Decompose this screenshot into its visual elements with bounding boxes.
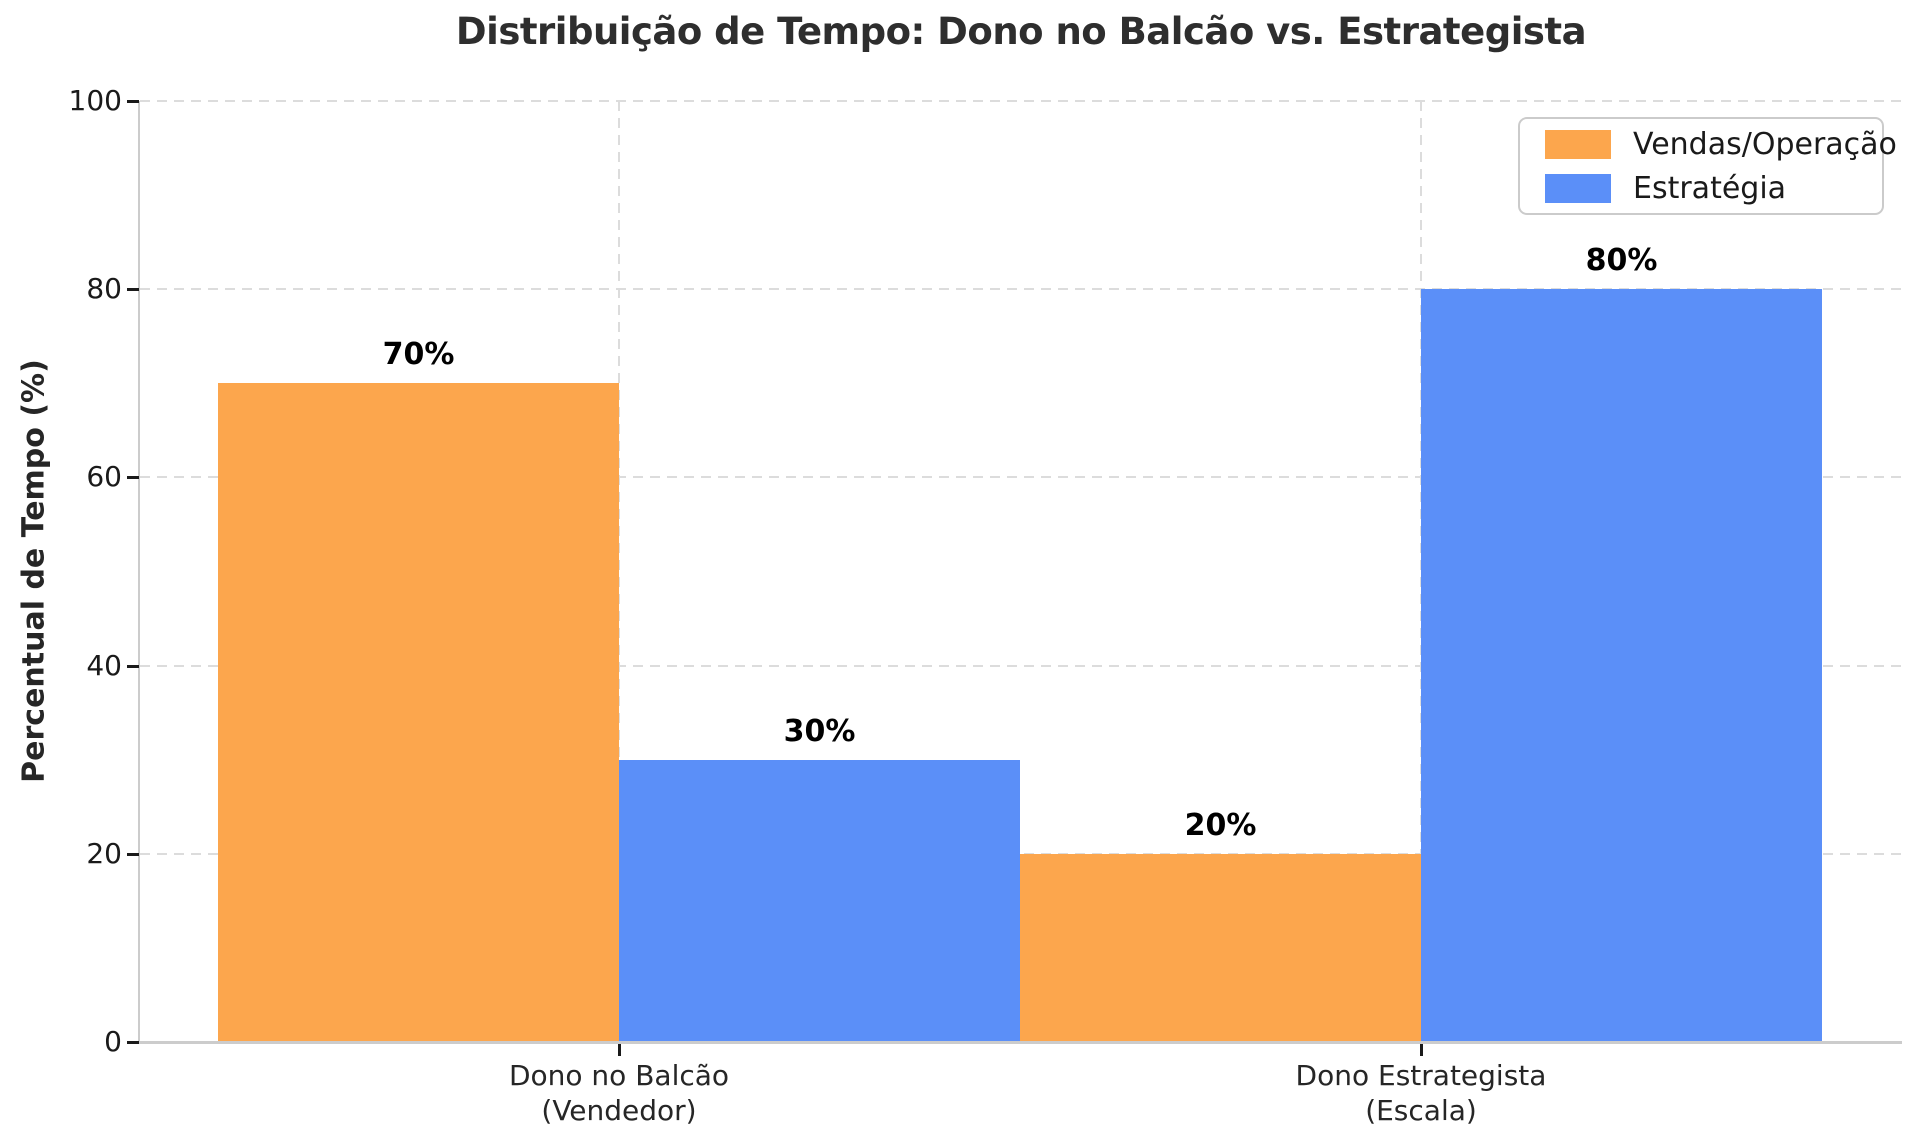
x-tick <box>1420 1044 1423 1056</box>
legend: Vendas/Operação Estratégia <box>1518 117 1897 215</box>
y-tick-label: 60 <box>86 460 122 493</box>
y-tick-label: 40 <box>86 649 122 682</box>
y-tick-label: 100 <box>68 84 122 117</box>
legend-item: Vendas/Operação <box>1545 122 1897 166</box>
x-tick-label: Dono no Balcão (Vendedor) <box>359 1058 879 1128</box>
bar-value-label: 20% <box>1184 808 1257 843</box>
y-tick <box>127 665 139 668</box>
y-tick <box>127 288 139 291</box>
bar-estrategia-group1 <box>619 760 1020 1042</box>
bar-value-label: 80% <box>1585 243 1658 278</box>
chart-title: Distribuição de Tempo: Dono no Balcão vs… <box>455 10 1587 53</box>
x-tick-label: Dono Estrategista (Escala) <box>1161 1058 1681 1128</box>
y-tick-label: 0 <box>104 1025 122 1058</box>
legend-swatch-icon <box>1545 129 1611 159</box>
x-axis-spine <box>140 1041 1902 1044</box>
x-tick-label-line: (Vendedor) <box>541 1094 697 1127</box>
legend-swatch-icon <box>1545 173 1611 203</box>
y-tick <box>127 853 139 856</box>
y-tick <box>127 100 139 103</box>
bar-vendas-group1 <box>218 383 619 1042</box>
x-tick-label-line: Dono Estrategista <box>1295 1059 1547 1092</box>
y-tick <box>127 476 139 479</box>
legend-label: Vendas/Operação <box>1633 126 1897 162</box>
x-tick <box>618 1044 621 1056</box>
y-tick-label: 80 <box>86 272 122 305</box>
bar-value-label: 70% <box>382 337 455 372</box>
y-tick <box>127 1041 139 1044</box>
y-gridline <box>140 476 1902 478</box>
bar-estrategia-group2 <box>1421 289 1822 1042</box>
y-axis-title: Percentual de Tempo (%) <box>16 359 52 783</box>
x-tick-label-line: Dono no Balcão <box>508 1059 730 1092</box>
y-axis-spine <box>138 101 140 1044</box>
y-gridline <box>140 665 1902 667</box>
y-gridline <box>140 288 1902 290</box>
y-gridline <box>140 100 1902 102</box>
legend-item: Estratégia <box>1545 166 1882 210</box>
bar-vendas-group2 <box>1020 854 1421 1042</box>
x-tick-label-line: (Escala) <box>1365 1094 1477 1127</box>
legend-label: Estratégia <box>1633 170 1787 206</box>
bar-value-label: 30% <box>783 714 856 749</box>
x-gridline <box>618 101 620 1042</box>
y-tick-label: 20 <box>86 837 122 870</box>
